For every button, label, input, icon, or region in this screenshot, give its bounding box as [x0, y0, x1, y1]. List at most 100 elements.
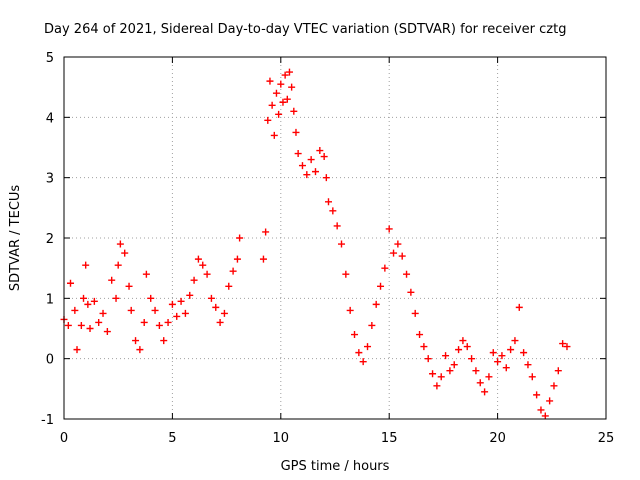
data-point: [288, 83, 296, 91]
data-point: [95, 318, 103, 326]
data-point: [450, 361, 458, 369]
data-point: [229, 267, 237, 275]
data-point: [275, 110, 283, 118]
data-point: [507, 346, 515, 354]
data-point: [329, 207, 337, 215]
data-point: [173, 312, 181, 320]
data-point: [268, 101, 276, 109]
data-point: [99, 309, 107, 317]
data-point: [324, 198, 332, 206]
data-point: [80, 294, 88, 302]
x-axis-label: GPS time / hours: [281, 459, 390, 474]
data-point: [71, 306, 79, 314]
y-axis-label: SDTVAR / TECUs: [8, 185, 23, 292]
data-point: [285, 68, 293, 76]
data-point: [298, 162, 306, 170]
data-point: [524, 361, 532, 369]
data-point: [103, 328, 111, 336]
data-point: [420, 343, 428, 351]
data-point: [190, 276, 198, 284]
data-point: [84, 300, 92, 308]
data-point: [489, 349, 497, 357]
data-point: [168, 300, 176, 308]
data-point: [537, 406, 545, 414]
data-point: [290, 107, 298, 115]
data-point: [455, 346, 463, 354]
data-point: [515, 303, 523, 311]
x-tick-label: 10: [273, 431, 290, 446]
y-tick-label: 5: [46, 51, 54, 66]
data-point: [270, 131, 278, 139]
data-point: [429, 370, 437, 378]
data-point: [259, 255, 267, 263]
data-point: [550, 382, 558, 390]
data-point: [459, 337, 467, 345]
y-tick-label: 2: [46, 232, 54, 247]
data-point: [236, 234, 244, 242]
data-point: [511, 337, 519, 345]
data-point: [225, 282, 233, 290]
data-point: [468, 355, 476, 363]
data-point: [355, 349, 363, 357]
y-tick-label: 3: [46, 172, 54, 187]
data-point: [463, 343, 471, 351]
data-point: [498, 352, 506, 360]
data-point: [294, 150, 302, 158]
data-point: [155, 321, 163, 329]
data-point: [121, 249, 129, 257]
data-point: [316, 147, 324, 155]
x-tick-label: 15: [381, 431, 398, 446]
data-point: [199, 261, 207, 269]
series-sdtvar: [60, 68, 571, 420]
data-point: [372, 300, 380, 308]
x-tick-label: 20: [489, 431, 506, 446]
data-point: [554, 367, 562, 375]
data-point: [485, 373, 493, 381]
data-point: [140, 318, 148, 326]
data-point: [207, 294, 215, 302]
data-point: [333, 222, 341, 230]
data-point: [541, 412, 549, 420]
data-point: [494, 358, 502, 366]
data-point: [502, 364, 510, 372]
data-series: [60, 68, 571, 420]
data-point: [266, 77, 274, 85]
data-point: [67, 279, 75, 287]
data-point: [533, 391, 541, 399]
data-point: [407, 288, 415, 296]
data-point: [320, 153, 328, 161]
data-point: [90, 297, 98, 305]
data-point: [114, 261, 122, 269]
data-point: [546, 397, 554, 405]
data-point: [559, 340, 567, 348]
data-point: [311, 168, 319, 176]
data-point: [520, 349, 528, 357]
data-point: [424, 355, 432, 363]
plot-frame: [63, 56, 607, 420]
data-point: [385, 225, 393, 233]
y-axis: -1 0 1 2 3 4 5: [41, 51, 606, 428]
data-point: [82, 261, 90, 269]
data-point: [437, 373, 445, 381]
data-point: [220, 309, 228, 317]
data-point: [563, 343, 571, 351]
data-point: [411, 309, 419, 317]
data-point: [364, 343, 372, 351]
data-point: [279, 98, 287, 106]
x-axis: 0 5 10 15 20 25: [60, 57, 614, 446]
data-point: [472, 367, 480, 375]
data-point: [346, 306, 354, 314]
data-point: [338, 240, 346, 248]
data-point: [64, 321, 72, 329]
data-point: [264, 116, 272, 124]
data-point: [194, 255, 202, 263]
x-tick-label: 0: [60, 431, 68, 446]
data-point: [164, 318, 172, 326]
data-point: [277, 80, 285, 88]
data-point: [132, 337, 140, 345]
data-point: [342, 270, 350, 278]
data-point: [390, 249, 398, 257]
data-point: [307, 156, 315, 164]
data-point: [177, 297, 185, 305]
